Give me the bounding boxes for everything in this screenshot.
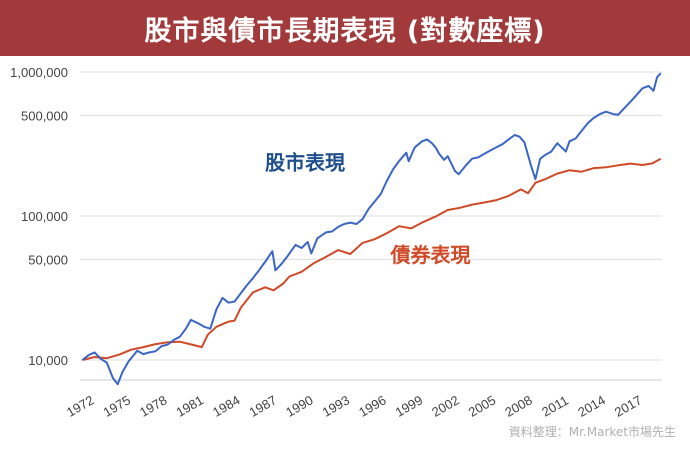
x-tick-label: 1984: [210, 392, 243, 419]
x-tick-label: 1990: [283, 392, 316, 419]
x-tick-label: 1996: [356, 392, 389, 419]
y-tick-label: 50,000: [28, 252, 68, 267]
x-tick-label: 2011: [539, 393, 571, 420]
source-note: 資料整理：Mr.Market市場先生: [508, 425, 676, 439]
y-tick-label: 100,000: [21, 209, 68, 224]
x-tick-label: 1993: [320, 392, 353, 419]
x-tick-label: 1981: [173, 392, 206, 419]
bond-series-label: 債券表現: [389, 243, 470, 267]
title-bar: 股市與債市長期表現 (對數座標): [0, 0, 690, 56]
bond-series-line: [82, 157, 662, 361]
x-tick-label: 2002: [429, 392, 462, 419]
x-tick-label: 2005: [466, 392, 499, 419]
x-tick-label: 2014: [575, 392, 608, 419]
y-tick-label: 500,000: [21, 108, 68, 123]
chart-title: 股市與債市長期表現 (對數座標): [144, 15, 546, 47]
y-tick-label: 1,000,000: [10, 65, 68, 80]
x-tick-label: 1978: [137, 392, 170, 419]
stock-series-label: 股市表現: [265, 151, 345, 175]
stock-series-line: [81, 72, 662, 386]
x-tick-label: 2008: [502, 392, 535, 419]
x-tick-label: 2017: [612, 392, 645, 419]
x-tick-label: 1975: [100, 392, 133, 419]
y-tick-label: 10,000: [28, 353, 68, 368]
x-tick-label: 1972: [64, 392, 97, 419]
x-tick-label: 1999: [393, 392, 426, 419]
x-tick-label: 1987: [247, 392, 280, 419]
